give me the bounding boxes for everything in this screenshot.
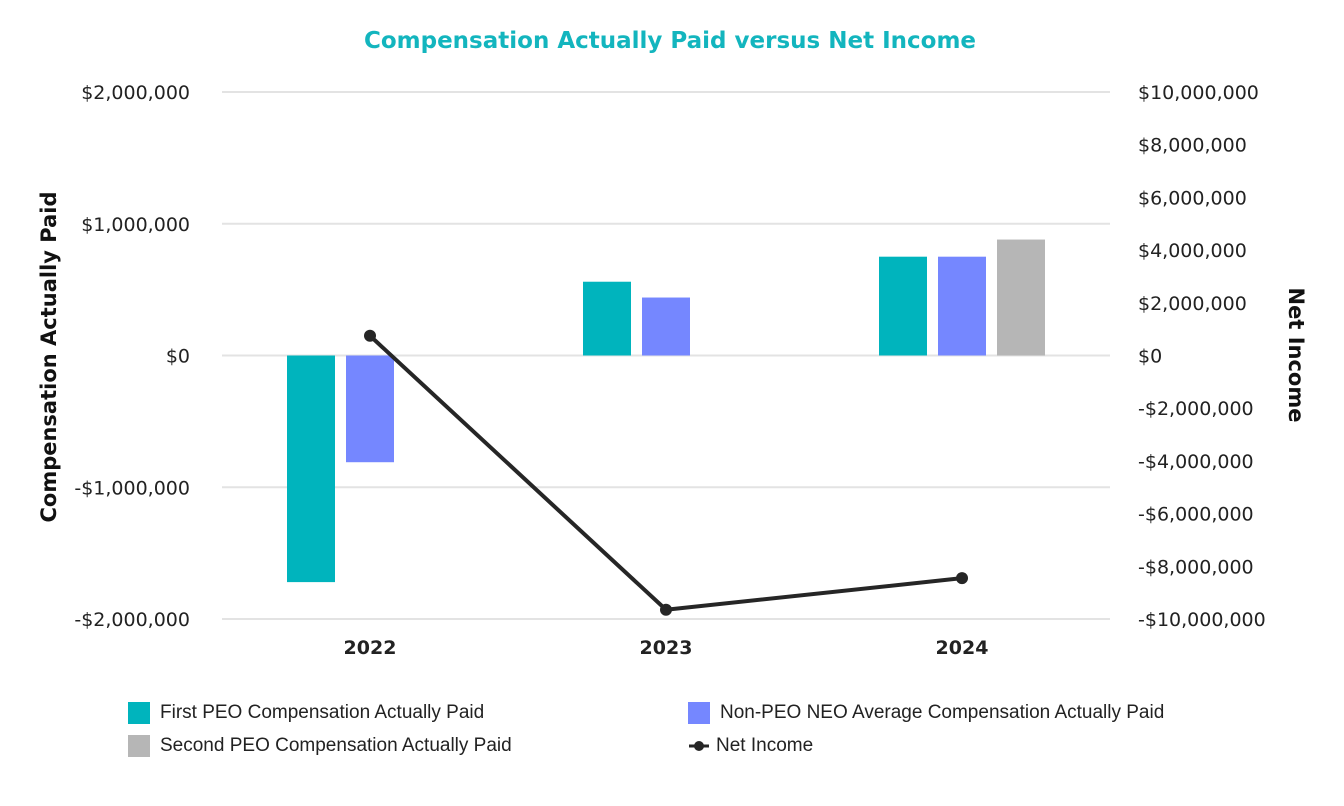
legend-swatch-non-peo-neo (688, 702, 710, 724)
y-tick-label: -$2,000,000 (74, 609, 190, 631)
bar-non-peo-neo-average-compensation-actually-paid-2024 (938, 256, 986, 356)
x-tick-label: 2022 (344, 637, 397, 659)
x-axis-ticks: 2022 2023 2024 (344, 637, 989, 659)
legend-item-first-peo: First PEO Compensation Actually Paid (128, 702, 484, 724)
y2-tick-label: -$2,000,000 (1138, 398, 1254, 420)
net-income-polyline (368, 334, 963, 612)
legend-line-icon (689, 741, 709, 751)
y2-tick-label: $4,000,000 (1138, 240, 1247, 262)
legend-item-net-income: Net Income (688, 735, 813, 757)
chart-title: Compensation Actually Paid versus Net In… (364, 28, 976, 54)
y2-tick-label: $10,000,000 (1138, 82, 1259, 104)
bars (287, 239, 1045, 583)
y2-tick-label: -$8,000,000 (1138, 556, 1254, 578)
y2-axis-ticks: $10,000,000 $8,000,000 $6,000,000 $4,000,00… (1138, 82, 1266, 631)
y2-tick-label: -$6,000,000 (1138, 504, 1254, 526)
y2-tick-label: $0 (1138, 346, 1162, 368)
y2-tick-label: $2,000,000 (1138, 293, 1247, 315)
legend-swatch-first-peo (128, 702, 150, 724)
legend: First PEO Compensation Actually Paid Non… (128, 702, 1248, 772)
legend-item-non-peo-neo: Non-PEO NEO Average Compensation Actuall… (688, 702, 1164, 724)
y-axis-ticks: $2,000,000 $1,000,000 $0 -$1,000,000 -$2,000… (74, 82, 190, 631)
y-tick-label: $0 (166, 346, 190, 368)
legend-label-net-income: Net Income (716, 735, 814, 756)
net-income-point-2023 (660, 603, 672, 616)
y2-tick-label: -$4,000,000 (1138, 451, 1254, 473)
legend-label-first-peo: First PEO Compensation Actually Paid (160, 702, 485, 723)
y2-axis-label: Net Income (1284, 288, 1308, 423)
legend-label-second-peo: Second PEO Compensation Actually Paid (160, 735, 512, 756)
y2-tick-label: -$10,000,000 (1138, 609, 1266, 631)
y-tick-label: $1,000,000 (81, 214, 190, 236)
net-income-point-2022 (364, 329, 376, 342)
bar-second-peo-compensation-actually-paid-2024 (997, 239, 1045, 356)
y2-tick-label: $8,000,000 (1138, 135, 1247, 157)
y-tick-label: -$1,000,000 (74, 477, 190, 499)
x-tick-label: 2024 (936, 637, 989, 659)
net-income-line (364, 329, 968, 616)
bar-first-peo-compensation-actually-paid-2023 (583, 281, 631, 356)
y-tick-label: $2,000,000 (81, 82, 190, 104)
bar-non-peo-neo-average-compensation-actually-paid-2023 (642, 297, 690, 356)
x-tick-label: 2023 (640, 637, 693, 659)
legend-swatch-second-peo (128, 735, 150, 757)
y2-tick-label: $6,000,000 (1138, 187, 1247, 209)
bar-first-peo-compensation-actually-paid-2024 (879, 256, 927, 356)
net-income-point-2024 (956, 572, 968, 585)
legend-label-non-peo-neo: Non-PEO NEO Average Compensation Actuall… (720, 702, 1165, 723)
chart: Compensation Actually Paid versus Net In… (37, 28, 1308, 659)
bar-non-peo-neo-average-compensation-actually-paid-2022 (346, 355, 394, 463)
legend-item-second-peo: Second PEO Compensation Actually Paid (128, 735, 512, 757)
bar-first-peo-compensation-actually-paid-2022 (287, 355, 335, 583)
y-axis-label: Compensation Actually Paid (37, 191, 61, 522)
